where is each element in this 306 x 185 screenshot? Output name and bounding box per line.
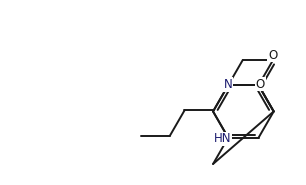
- Text: N: N: [224, 78, 233, 91]
- Text: HN: HN: [214, 132, 232, 145]
- Text: O: O: [268, 49, 277, 62]
- Text: O: O: [256, 78, 265, 90]
